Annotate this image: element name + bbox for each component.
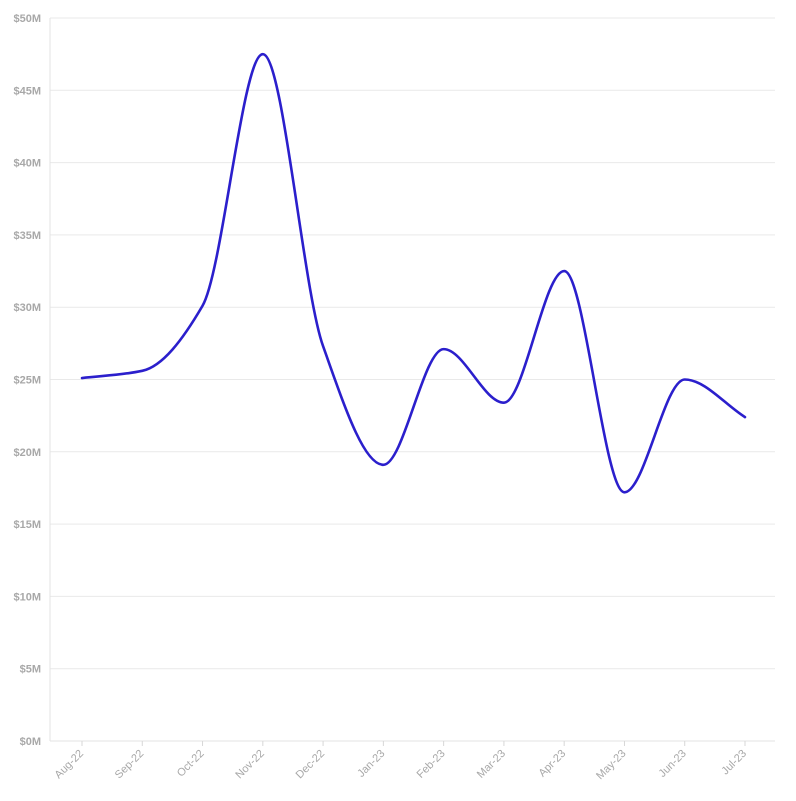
x-tick-label: Aug-22 [53, 748, 87, 782]
y-tick-label: $5M [20, 664, 41, 676]
y-tick-label: $35M [13, 230, 41, 242]
y-tick-label: $0M [20, 736, 41, 748]
x-tick-label: Jun-23 [657, 748, 689, 780]
y-tick-label: $45M [13, 85, 41, 97]
y-tick-label: $50M [13, 13, 41, 25]
y-axis-ticks: $0M $5M $10M $15M $20M $25M $30M $35M $40M $45M $5… [13, 13, 41, 748]
y-tick-label: $25M [13, 375, 41, 387]
grid [50, 17, 775, 670]
axes [49, 18, 775, 742]
y-tick-label: $15M [13, 519, 41, 531]
x-tick-label: Jan-23 [355, 748, 387, 780]
y-tick-label: $10M [13, 591, 41, 603]
series-line-0 [80, 52, 747, 494]
x-tick-label: Jul-23 [719, 748, 749, 778]
x-tick-label: Sep-22 [113, 748, 147, 782]
x-tick-label: Apr-23 [536, 748, 568, 780]
x-tick-label: Oct-22 [175, 748, 207, 780]
x-tick-label: Mar-23 [475, 748, 508, 781]
x-tick-label: May-23 [594, 748, 628, 782]
x-tick-label: Feb-23 [415, 748, 448, 781]
y-tick-label: $30M [13, 302, 41, 314]
y-tick-label: $40M [13, 158, 41, 170]
x-tick-label: Nov-22 [233, 748, 267, 782]
x-axis-ticks: Aug-22 Sep-22 Oct-22 Nov-22 Dec-22 Jan-23 Feb-… [53, 741, 749, 782]
series [80, 52, 747, 494]
y-tick-label: $20M [13, 447, 41, 459]
x-tick-label: Dec-22 [294, 748, 328, 782]
